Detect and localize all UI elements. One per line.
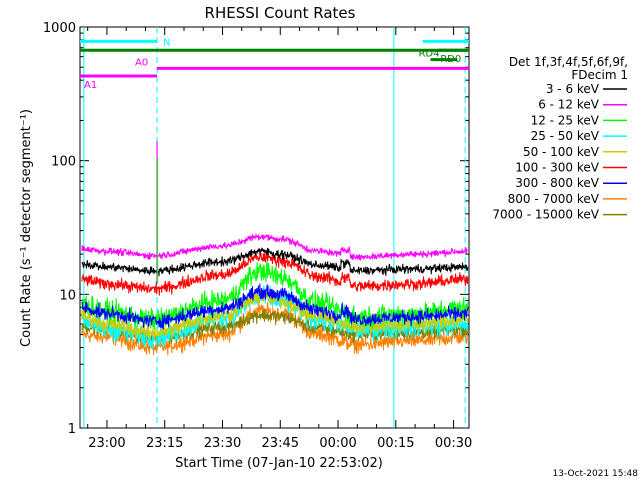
series-line (81, 285, 469, 351)
legend-entry-label: 800 - 7000 keV (508, 192, 600, 206)
series-line (81, 232, 468, 262)
legend-header-line-2: FDecim 1 (571, 68, 628, 82)
segment-label: A1 (84, 80, 97, 91)
x-tick-label: 00:15 (377, 436, 414, 451)
x-tick-label: 23:15 (146, 436, 183, 451)
y-tick-label: 1 (68, 422, 76, 437)
x-tick-label: 23:45 (262, 436, 299, 451)
y-tick-label: 100 (51, 155, 76, 170)
x-axis-label: Start Time (07-Jan-10 22:53:02) (175, 456, 383, 471)
x-tick-label: 23:00 (88, 436, 125, 451)
chart-title: RHESSI Count Rates (205, 4, 356, 22)
legend-entry-label: 25 - 50 keV (531, 129, 600, 143)
legend-header-line-1: Det 1f,3f,4f,5f,6f,9f, (509, 55, 628, 69)
x-tick-label: 00:30 (435, 436, 472, 451)
series-line (81, 302, 469, 356)
segment-label: A0 (135, 57, 148, 68)
y-axis-label: Count Rate (s⁻¹ detector segment⁻¹) (19, 109, 34, 347)
series-line (81, 252, 469, 296)
series-line (81, 246, 469, 277)
segment-label: RD4 (418, 49, 439, 60)
legend-entry-label: 3 - 6 keV (546, 82, 600, 96)
series-line (81, 261, 469, 330)
legend-entry-label: 12 - 25 keV (531, 113, 600, 127)
legend-entry-label: 6 - 12 keV (538, 98, 600, 112)
x-tick-label: 23:30 (204, 436, 241, 451)
legend-entry-label: 7000 - 15000 keV (492, 208, 599, 222)
segment-label: N (163, 37, 170, 48)
plot-frame (79, 26, 470, 429)
legend-entry-label: 100 - 300 keV (515, 161, 599, 175)
legend: Det 1f,3f,4f,5f,6f,9f, FDecim 1 3 - 6 ke… (492, 55, 628, 222)
y-tick-label: 1000 (43, 21, 76, 36)
legend-entry-label: 50 - 100 keV (523, 145, 600, 159)
plot-area: 1 10 100 1000 23:00 23:15 23:30 23:45 00:00 00:15… (43, 21, 472, 451)
series-line (81, 283, 469, 330)
x-tick-label: 00:00 (319, 436, 356, 451)
legend-entry-label: 300 - 800 keV (515, 176, 599, 190)
y-tick-label: 10 (59, 288, 76, 303)
footer-timestamp: 13-Oct-2021 15:48 (553, 469, 639, 479)
series-line (81, 288, 469, 340)
